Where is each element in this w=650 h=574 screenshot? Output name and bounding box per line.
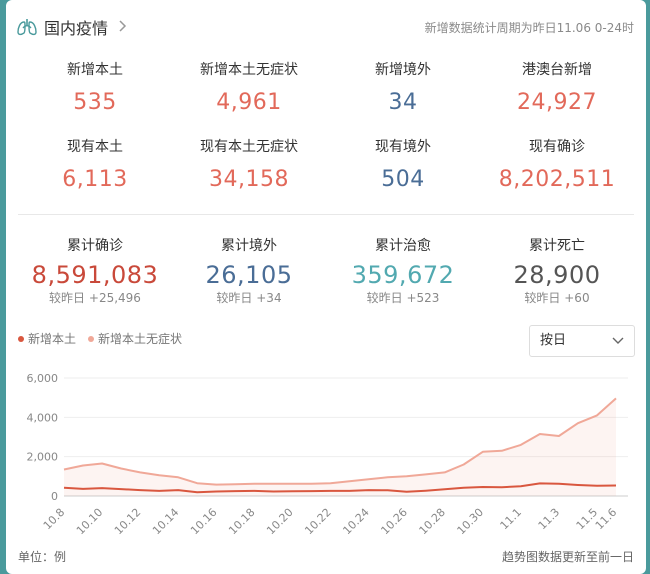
statistics-period: 新增数据统计周期为昨日11.06 0-24时 (424, 21, 634, 35)
period-select[interactable]: 按日 (529, 325, 635, 357)
stat-label: 新增本土无症状 (200, 62, 298, 78)
stats-row-cumulative: 累计确诊 8,591,083 较昨日 +25,496 累计境外 26,105 较… (18, 236, 634, 306)
x-tick-label: 10.8 (41, 506, 68, 533)
stat-new-imported: 新增境外 34 (326, 60, 480, 118)
change-prefix: 较昨日 (366, 291, 403, 305)
stat-label: 累计治愈 (375, 238, 431, 254)
stat-change: 较昨日 +60 (480, 290, 634, 306)
stats-row-new: 新增本土 535 新增本土无症状 4,961 新增境外 34 港澳台新增 24,… (18, 60, 634, 118)
change-prefix: 较昨日 (216, 291, 253, 305)
legend-label: 新增本土 (28, 332, 77, 346)
stat-value: 4,961 (216, 90, 282, 115)
stat-value: 6,113 (62, 167, 128, 192)
change-value: +25,496 (88, 291, 141, 305)
stat-new-hk-macau-taiwan: 港澳台新增 24,927 (480, 60, 634, 118)
y-tick-label: 2,000 (27, 451, 59, 464)
unit-label: 单位：例 (18, 550, 67, 564)
x-tick-label: 10.24 (340, 506, 371, 537)
stat-total-confirmed: 累计确诊 8,591,083 较昨日 +25,496 (18, 236, 172, 306)
legend-item-new-local-asymptomatic[interactable]: 新增本土无症状 (88, 330, 182, 347)
stat-label: 累计境外 (221, 238, 277, 254)
stat-current-confirmed: 现有确诊 8,202,511 (480, 137, 634, 195)
x-tick-label: 10.22 (302, 506, 333, 537)
card-header[interactable]: 国内疫情 新增数据统计周期为昨日11.06 0-24时 (6, 0, 646, 50)
stat-label: 累计确诊 (67, 238, 123, 254)
lungs-icon (17, 19, 37, 36)
stat-label: 现有本土无症状 (200, 139, 298, 155)
stat-new-local-asymptomatic: 新增本土无症状 4,961 (172, 60, 326, 118)
change-value: +523 (406, 291, 440, 305)
chart-legend: 新增本土 新增本土无症状 (18, 330, 182, 347)
stat-label: 累计死亡 (529, 238, 585, 254)
series-line-new-local (63, 482, 617, 494)
stat-value: 28,900 (513, 261, 601, 289)
legend-dot (88, 335, 95, 342)
x-tick-label: 10.14 (150, 506, 181, 537)
stat-current-imported: 现有境外 504 (326, 137, 480, 195)
stat-current-local-asymptomatic: 现有本土无症状 34,158 (172, 137, 326, 195)
y-tick-label: 0 (51, 490, 58, 503)
stat-total-cured: 累计治愈 359,672 较昨日 +523 (326, 236, 480, 306)
change-prefix: 较昨日 (49, 291, 86, 305)
stats-row-current: 现有本土 6,113 现有本土无症状 34,158 现有境外 504 现有确诊 … (18, 137, 634, 195)
stat-new-local: 新增本土 535 (18, 60, 172, 118)
x-tick-label: 10.26 (378, 506, 409, 537)
stat-value: 8,202,511 (498, 167, 616, 192)
stat-value: 504 (381, 167, 425, 192)
change-value: +34 (256, 291, 282, 305)
x-tick-label: 11.6 (593, 506, 620, 533)
stat-label: 新增境外 (375, 62, 431, 78)
divider (18, 214, 634, 215)
x-tick-label: 10.18 (226, 506, 257, 537)
stat-value: 359,672 (351, 261, 455, 289)
stat-label: 现有境外 (375, 139, 431, 155)
x-tick-label: 10.30 (455, 506, 486, 537)
stat-label: 现有确诊 (529, 139, 585, 155)
stat-label: 现有本土 (67, 139, 123, 155)
x-tick-label: 10.20 (264, 506, 295, 537)
series-area-new-local-asymptomatic (64, 398, 616, 496)
legend-dot (18, 335, 24, 342)
x-tick-label: 10.28 (417, 506, 448, 537)
change-prefix: 较昨日 (524, 291, 561, 305)
chevron-right-icon[interactable] (118, 19, 128, 33)
stat-value: 26,105 (205, 261, 293, 289)
stat-total-deaths: 累计死亡 28,900 较昨日 +60 (480, 236, 634, 306)
series-line-new-local-asymptomatic (63, 397, 617, 486)
x-tick-label: 10.12 (112, 506, 143, 537)
epidemic-card: 国内疫情 新增数据统计周期为昨日11.06 0-24时 新增本土 535 新增本… (6, 0, 646, 574)
stat-value: 34,158 (209, 167, 289, 192)
stat-value: 34 (388, 90, 418, 115)
x-tick-label: 10.16 (188, 506, 219, 537)
period-select-value: 按日 (540, 333, 567, 348)
legend-label: 新增本土无症状 (98, 332, 183, 346)
stat-current-local: 现有本土 6,113 (18, 137, 172, 195)
stat-total-imported: 累计境外 26,105 较昨日 +34 (172, 236, 326, 306)
stat-change: 较昨日 +523 (326, 290, 480, 306)
y-tick-label: 4,000 (27, 411, 59, 424)
stat-value: 8,591,083 (31, 261, 159, 289)
update-note: 趋势图数据更新至前一日 (501, 550, 634, 564)
x-tick-label: 11.1 (498, 506, 525, 533)
stat-change: 较昨日 +34 (172, 290, 326, 306)
stat-label: 新增本土 (67, 62, 123, 78)
page-title: 国内疫情 (44, 19, 109, 38)
stat-value: 535 (73, 90, 117, 115)
stat-label: 港澳台新增 (522, 62, 592, 78)
chevron-down-icon (612, 337, 624, 344)
stat-change: 较昨日 +25,496 (18, 290, 172, 306)
trend-chart: 0 2,000 4,000 6,000 10.8 10.10 10.12 10.14 10.16… (27, 372, 628, 537)
x-tick-label: 10.10 (74, 506, 105, 537)
stat-value: 24,927 (517, 90, 597, 115)
legend-item-new-local[interactable]: 新增本土 (18, 330, 76, 347)
y-tick-label: 6,000 (27, 372, 59, 385)
change-value: +60 (564, 291, 590, 305)
x-tick-label: 11.3 (536, 506, 563, 533)
